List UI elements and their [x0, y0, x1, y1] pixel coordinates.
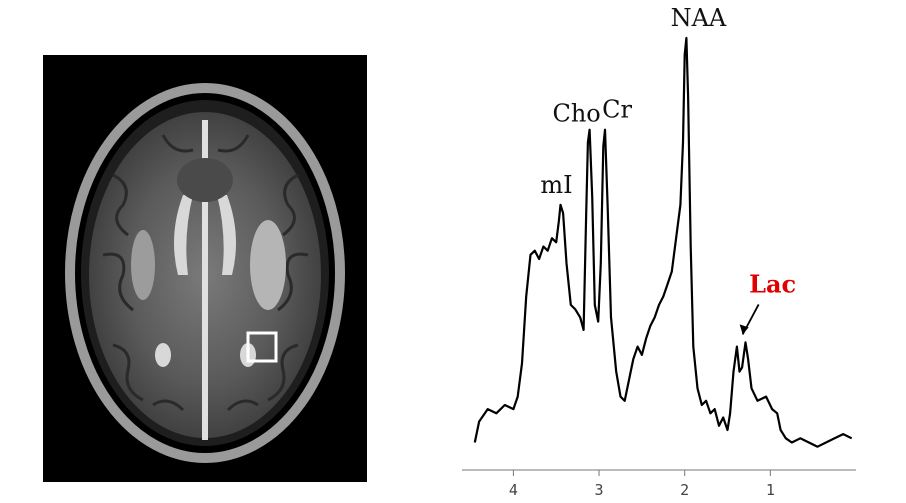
peak-label-naa: NAA: [671, 4, 727, 32]
x-tick-label: 4: [509, 481, 518, 499]
skull-outline: [65, 83, 345, 463]
spectrum-line: [473, 36, 853, 448]
peak-annotations: NAA Cho Cr mI Lac: [540, 4, 796, 335]
peak-label-mi: mI: [540, 171, 572, 199]
x-tick-label: 2: [680, 481, 689, 499]
x-axis-ticks: 4 3 2 1: [509, 470, 775, 499]
roi-box: [246, 331, 278, 363]
frontal-structure: [177, 158, 233, 202]
csf-regions: [131, 120, 286, 440]
x-tick-label: 1: [766, 481, 775, 499]
peak-label-cr: Cr: [602, 96, 632, 124]
sulci-pattern: [102, 134, 309, 412]
x-tick-label: 3: [595, 481, 604, 499]
peak-label-lac: Lac: [749, 269, 796, 298]
mri-axial-image: [43, 55, 367, 482]
brain-scan-graphic: [43, 55, 367, 482]
peak-label-cho: Cho: [552, 100, 600, 128]
lac-arrow-head: [739, 324, 749, 335]
